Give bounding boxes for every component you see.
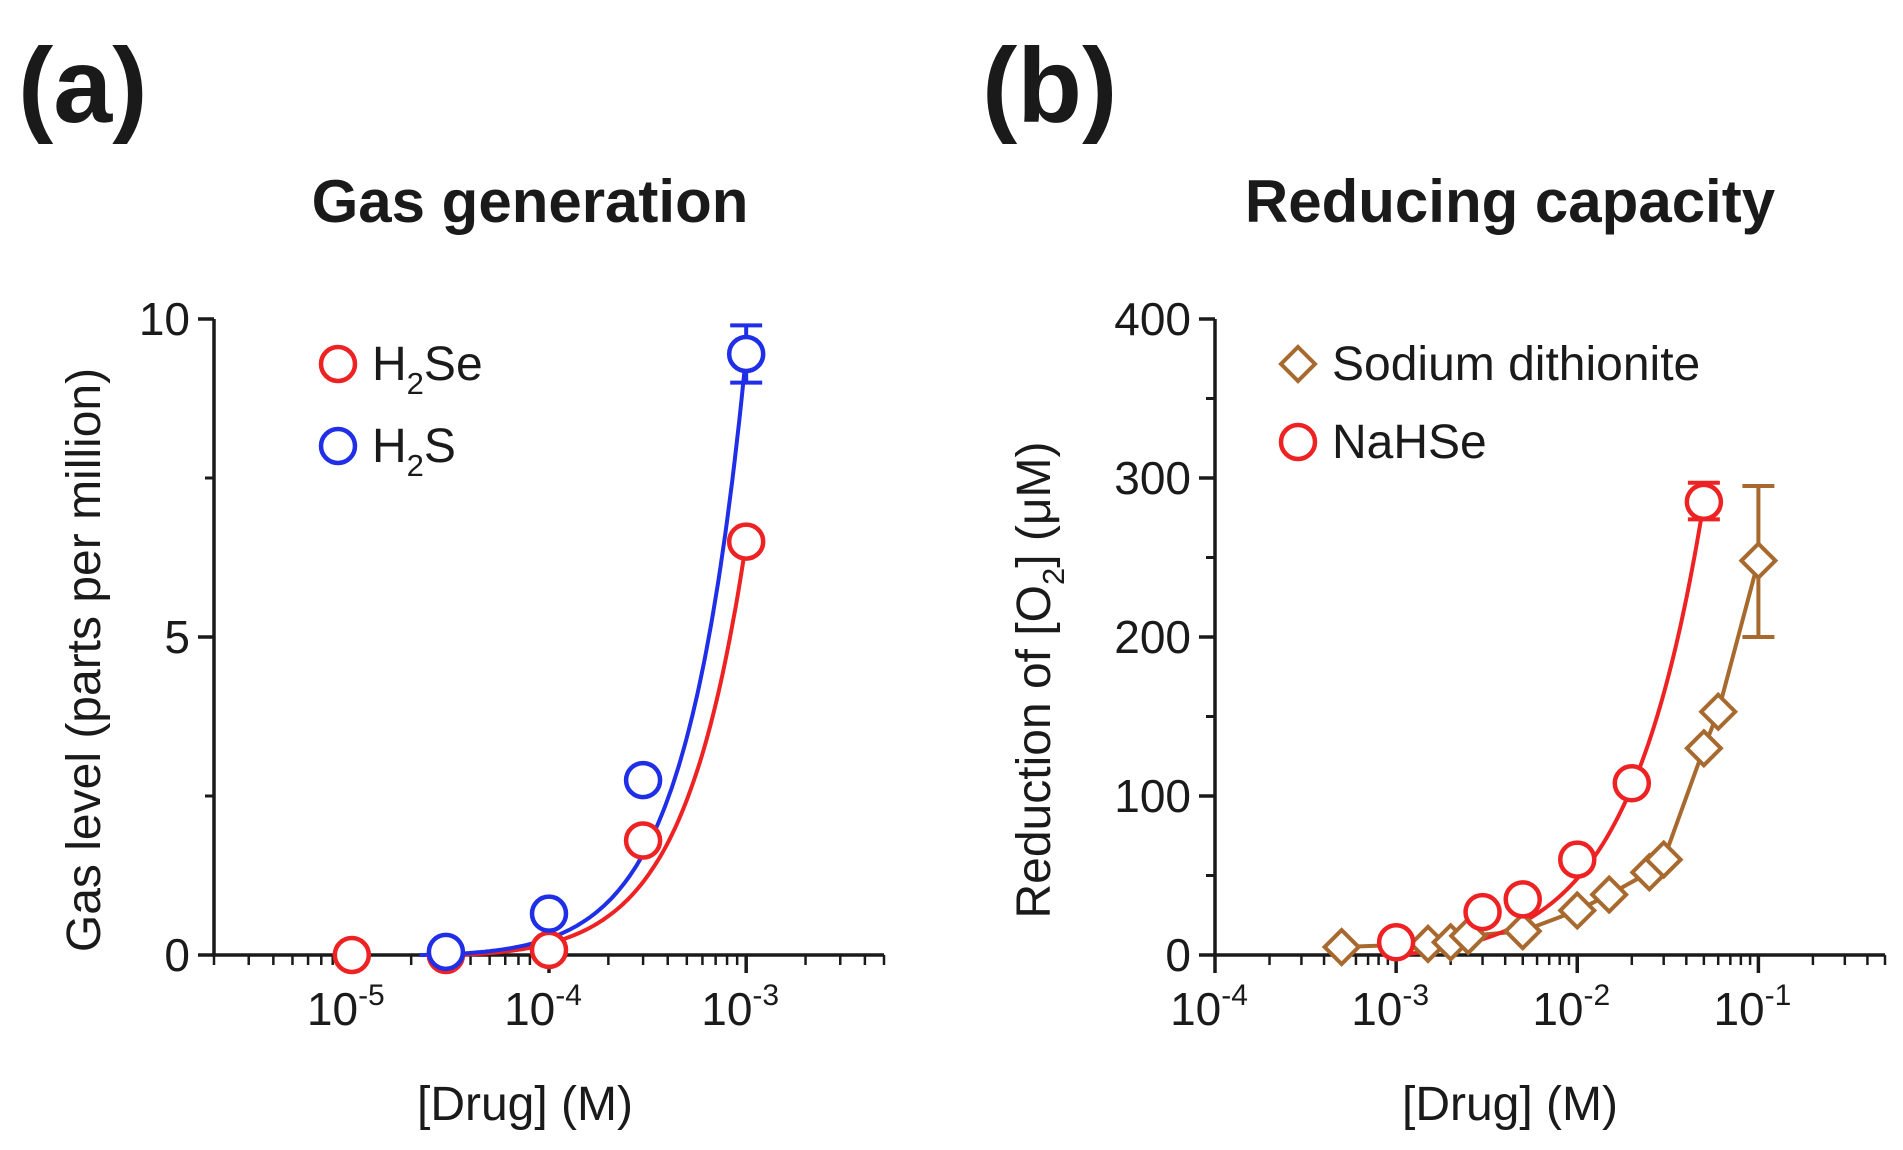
data-point-nahse [1376,923,1416,962]
y-axis-title-a: Gas level (parts per million) [58,368,111,952]
legend-label-nahse: NaHSe [1332,416,1487,469]
x-axis-title-b: [Drug] (M) [1402,1078,1618,1131]
data-point-nahse [1503,880,1542,919]
legend-marker-sodium-dithionite [1278,344,1318,384]
chart-title-b: Reducing capacity [1245,168,1776,235]
panel-label-b: (b) [982,27,1117,145]
panel-a: (a) Gas generation Gas level (parts per … [18,27,886,1131]
series-line-nahse [1395,501,1706,957]
series-line-h2se [451,541,749,957]
y-tick-label-a: 5 [164,611,190,663]
y-tick-label-b: 300 [1114,452,1191,504]
panel-label-a: (a) [18,27,148,145]
legend-marker-h2s [318,426,358,466]
legend-item-h2se: H2Se [318,338,483,401]
legend-marker-h2se [318,344,358,384]
legend-a: H2Se H2S [318,338,483,483]
legend-item-h2s: H2S [318,420,456,483]
x-tick-label-a: 10-3 [701,979,779,1035]
data-point-h2s [623,760,663,800]
data-point-nahse [1558,840,1597,879]
legend-label-h2s: H2S [372,420,456,483]
legend-label-sodium-dithionite: Sodium dithionite [1332,338,1700,391]
y-tick-label-b: 0 [1165,929,1191,981]
data-point-sodium-dithionite [1502,911,1543,951]
data-point-sodium-dithionite [1643,839,1684,880]
data-point-h2se [623,821,663,860]
data-point-sodium-dithionite [1684,728,1724,769]
x-tick-label-a: 10-4 [504,979,582,1035]
y-tick-label-b: 100 [1114,770,1191,822]
data-point-sodium-dithionite [1738,540,1779,581]
y-tick-label-b: 400 [1114,293,1191,345]
x-tick-label-a: 10-5 [307,979,385,1035]
data-point-h2se [726,522,766,561]
y-tick-label-a: 10 [139,293,190,345]
legend-item-nahse: NaHSe [1278,416,1487,469]
chart-title-a: Gas generation [312,168,749,235]
legend-item-sodium-dithionite: Sodium dithionite [1278,338,1700,391]
x-tick-label-b: 10-4 [1170,979,1248,1035]
y-axis-title-b: Reduction of [O2] (μM) [1008,441,1071,918]
data-point-nahse [1612,764,1652,803]
series-line-h2s [419,353,749,957]
data-point-nahse [1684,482,1724,522]
data-point-sodium-dithionite [1698,691,1739,732]
legend-b: Sodium dithionite NaHSe [1278,338,1700,469]
panel-b: (b) Reducing capacity Reduction of [O2] … [982,27,1887,1131]
data-point-h2s [529,894,569,933]
data-point-nahse [1463,892,1502,932]
y-tick-label-a: 0 [164,929,190,981]
data-point-h2s [726,334,766,374]
y-tick-label-b: 200 [1114,611,1191,663]
data-point-sodium-dithionite [1321,927,1362,967]
x-tick-label-b: 10-2 [1532,979,1610,1035]
legend-label-h2se: H2Se [372,338,483,401]
x-tick-label-b: 10-3 [1351,979,1429,1035]
data-point-h2s [426,932,466,972]
data-point-h2se [529,930,569,970]
legend-marker-nahse [1278,422,1318,462]
data-point-sodium-dithionite [1589,874,1629,915]
x-axis-title-a: [Drug] (M) [417,1078,633,1131]
data-point-sodium-dithionite [1557,890,1598,931]
x-tick-label-b: 10-1 [1713,979,1791,1035]
data-point-h2se [332,935,372,975]
